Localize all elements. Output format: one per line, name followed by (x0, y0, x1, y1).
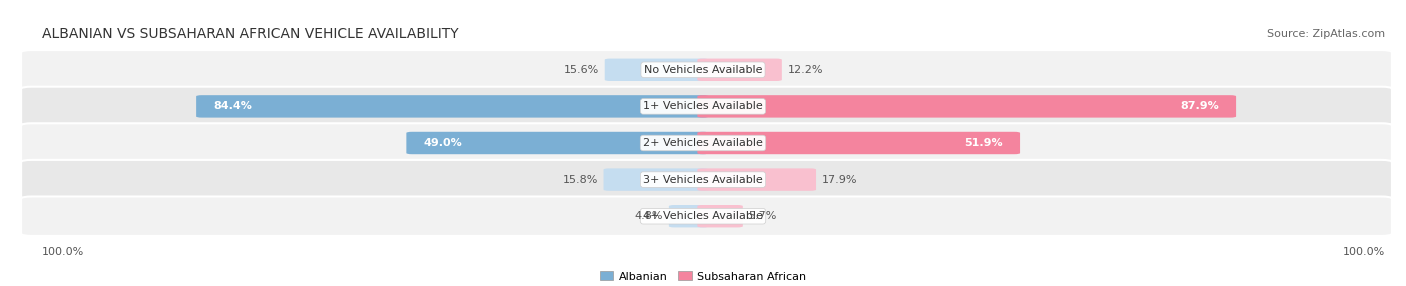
Text: 15.6%: 15.6% (564, 65, 599, 75)
Text: 49.0%: 49.0% (423, 138, 463, 148)
Text: 1+ Vehicles Available: 1+ Vehicles Available (643, 102, 763, 111)
FancyBboxPatch shape (605, 59, 709, 81)
Text: 2+ Vehicles Available: 2+ Vehicles Available (643, 138, 763, 148)
Text: 4+ Vehicles Available: 4+ Vehicles Available (643, 211, 763, 221)
FancyBboxPatch shape (21, 87, 1392, 126)
FancyBboxPatch shape (697, 168, 815, 191)
FancyBboxPatch shape (21, 160, 1392, 199)
FancyBboxPatch shape (697, 95, 1236, 118)
FancyBboxPatch shape (697, 132, 1021, 154)
Text: 12.2%: 12.2% (787, 65, 823, 75)
Text: 3+ Vehicles Available: 3+ Vehicles Available (643, 175, 763, 184)
FancyBboxPatch shape (603, 168, 709, 191)
Text: 51.9%: 51.9% (965, 138, 1004, 148)
Text: 100.0%: 100.0% (1343, 247, 1385, 257)
FancyBboxPatch shape (21, 50, 1392, 90)
Text: 87.9%: 87.9% (1181, 102, 1219, 111)
Text: 100.0%: 100.0% (42, 247, 84, 257)
Text: 5.7%: 5.7% (748, 211, 778, 221)
Text: 84.4%: 84.4% (212, 102, 252, 111)
FancyBboxPatch shape (697, 59, 782, 81)
Text: Source: ZipAtlas.com: Source: ZipAtlas.com (1267, 29, 1385, 39)
FancyBboxPatch shape (669, 205, 709, 227)
Text: No Vehicles Available: No Vehicles Available (644, 65, 762, 75)
Text: 15.8%: 15.8% (562, 175, 598, 184)
FancyBboxPatch shape (697, 205, 742, 227)
Text: ALBANIAN VS SUBSAHARAN AFRICAN VEHICLE AVAILABILITY: ALBANIAN VS SUBSAHARAN AFRICAN VEHICLE A… (42, 27, 458, 41)
Legend: Albanian, Subsaharan African: Albanian, Subsaharan African (595, 267, 811, 286)
FancyBboxPatch shape (195, 95, 709, 118)
Text: 4.8%: 4.8% (634, 211, 664, 221)
FancyBboxPatch shape (21, 196, 1392, 236)
FancyBboxPatch shape (406, 132, 709, 154)
Text: 17.9%: 17.9% (821, 175, 858, 184)
FancyBboxPatch shape (21, 123, 1392, 163)
